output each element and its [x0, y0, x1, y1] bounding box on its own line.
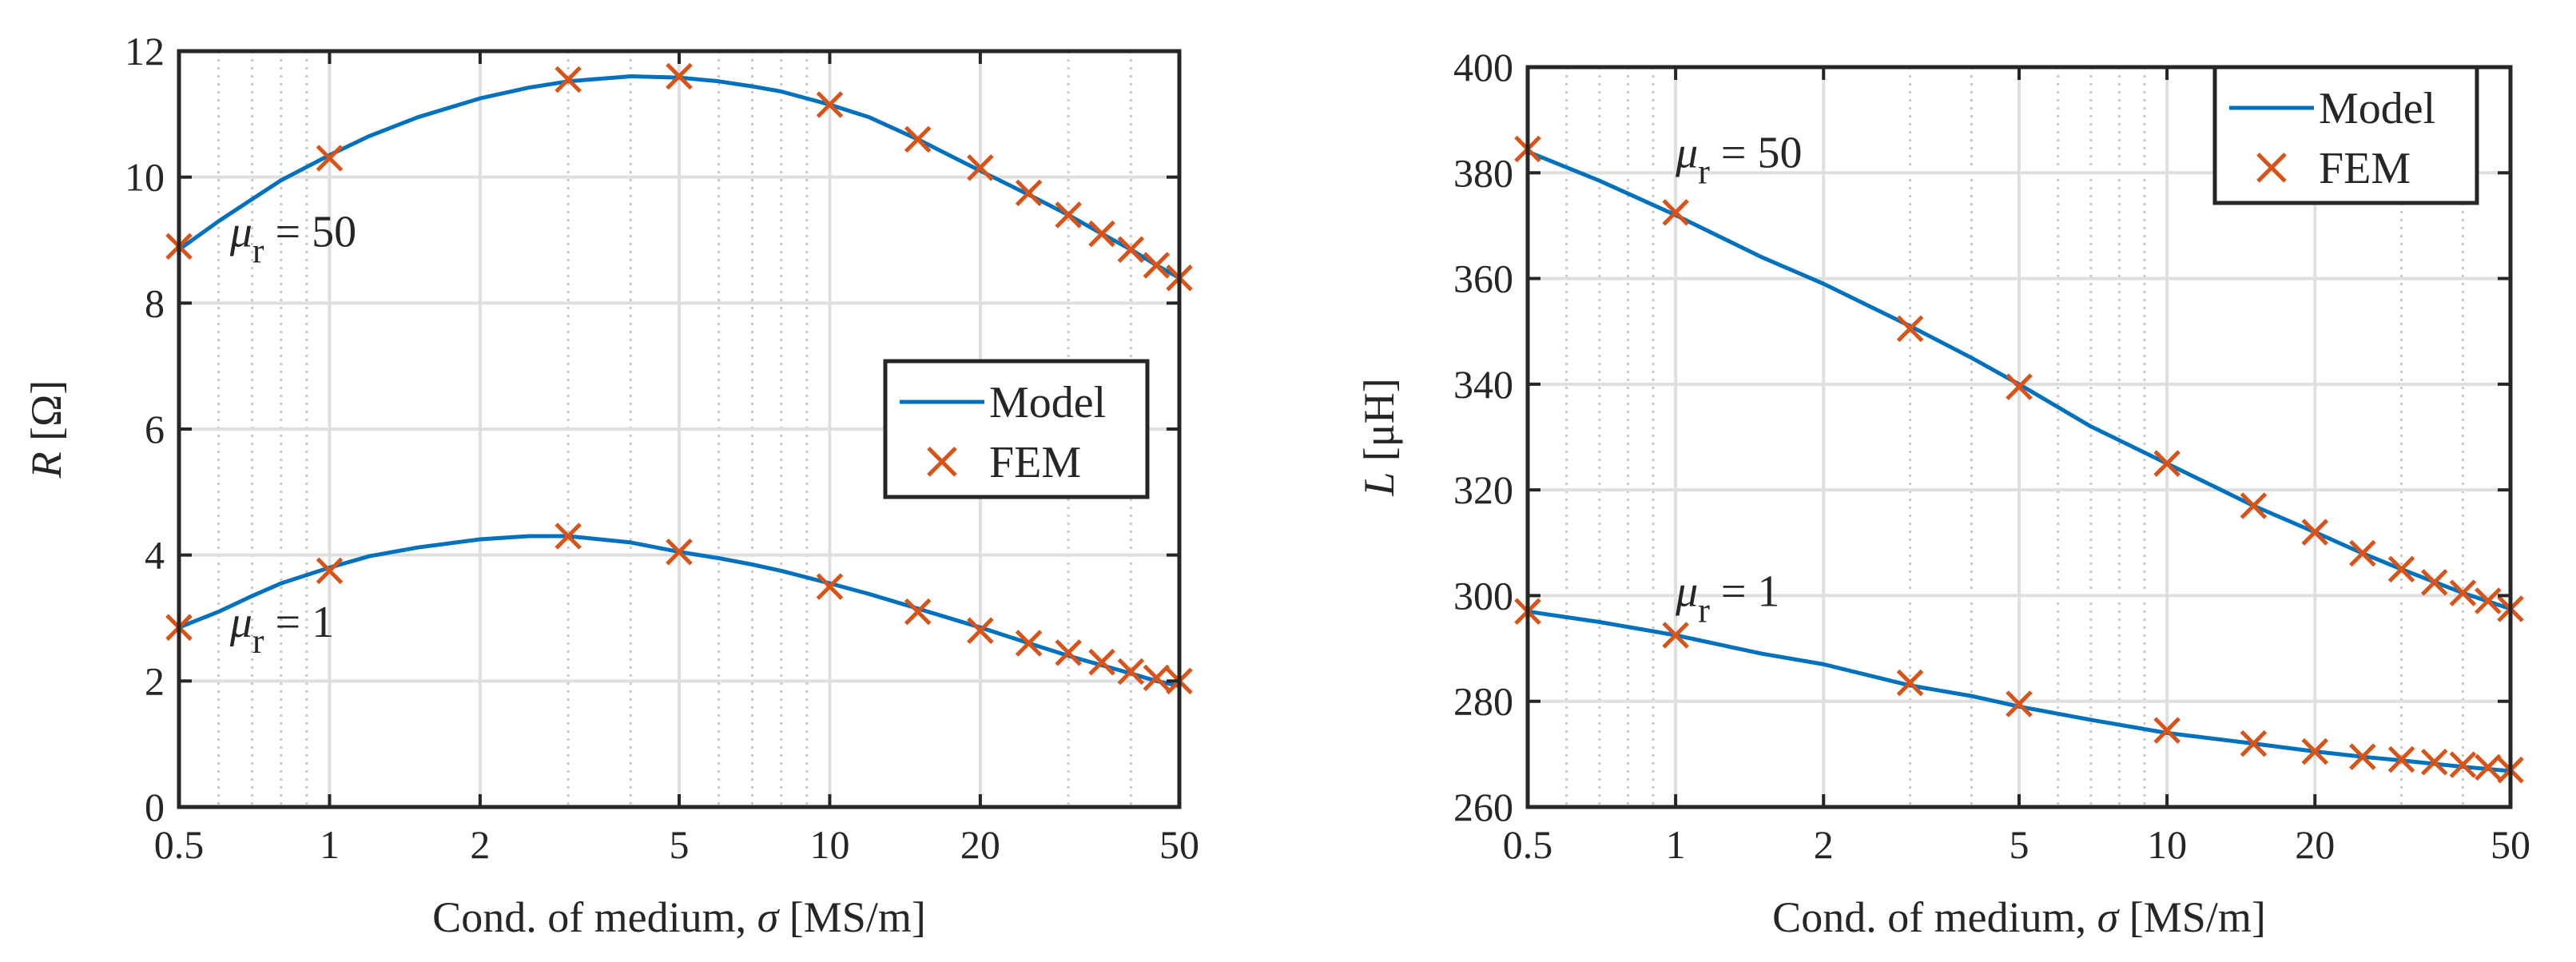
fem-marker-mu-50 — [2420, 569, 2448, 596]
x-tick-label: 2 — [1814, 822, 1834, 867]
x-tick-label: 20 — [960, 822, 1000, 867]
legend: Model FEM — [883, 359, 1150, 499]
fem-marker-mu-50 — [2153, 450, 2180, 477]
y-tick-label: 320 — [1453, 467, 1513, 512]
x-tick-label: 2 — [470, 822, 490, 867]
legend-model-label: Model — [989, 378, 1106, 427]
fem-marker-mu-50 — [1117, 236, 1145, 264]
fem-marker-mu-1 — [2006, 690, 2033, 718]
x-tick-label: 20 — [2295, 822, 2335, 867]
legend-fem-swatch — [2256, 153, 2287, 183]
fem-marker-mu-50 — [666, 62, 693, 90]
y-tick-label: 400 — [1453, 45, 1513, 89]
y-tick-label: 6 — [145, 407, 165, 451]
x-tick-label: 5 — [2010, 822, 2029, 867]
fem-marker-mu-1 — [1896, 669, 1924, 697]
fem-marker-mu-50 — [1662, 199, 1689, 226]
legend-fem-label: FEM — [2319, 144, 2411, 193]
fem-marker-mu-1 — [2449, 751, 2477, 778]
annotation-mu-r: μr = 1 — [229, 598, 334, 661]
fem-marker-mu-50 — [1896, 315, 1924, 343]
x-axis-label: Cond. of medium, σ [MS/m] — [432, 893, 926, 941]
y-tick-label: 12 — [125, 29, 165, 74]
fem-marker-mu-1 — [904, 598, 932, 626]
y-tick-label: 360 — [1453, 256, 1513, 301]
fem-marker-mu-50 — [1055, 201, 1082, 229]
fem-marker-mu-50 — [1143, 252, 1171, 279]
fem-marker-mu-1 — [555, 523, 582, 550]
legend-model-label: Model — [2319, 84, 2435, 133]
model-line-mu-1 — [178, 534, 1180, 689]
fem-marker-mu-1 — [967, 617, 994, 645]
fem-marker-mu-1 — [666, 538, 693, 566]
fem-marker-mu-1 — [2240, 729, 2268, 757]
x-tick-label: 10 — [2147, 822, 2187, 867]
fem-marker-mu-50 — [1088, 220, 1115, 248]
x-axis-label: Cond. of medium, σ [MS/m] — [1772, 893, 2266, 941]
fem-marker-mu-1 — [2420, 749, 2448, 776]
y-axis-label: R [Ω] — [22, 380, 70, 479]
fem-marker-mu-50 — [316, 145, 344, 172]
annotation-mu-r: μr = 50 — [1675, 129, 1802, 192]
legend: Model FEM — [2212, 65, 2479, 205]
fem-marker-mu-50 — [1015, 179, 1043, 207]
x-tick-label: 1 — [1666, 822, 1686, 867]
model-line-mu-1 — [1527, 609, 2511, 773]
fem-marker-mu-50 — [2006, 373, 2033, 400]
fem-marker-mu-1 — [1088, 648, 1115, 676]
model-line-mu-50 — [1527, 149, 2511, 611]
fem-marker-mu-1 — [1055, 639, 1082, 666]
fem-marker-mu-50 — [555, 66, 582, 93]
fem-marker-mu-50 — [816, 91, 844, 118]
y-tick-label: 4 — [145, 533, 165, 578]
fem-marker-mu-1 — [316, 557, 344, 585]
fem-marker-mu-50 — [2475, 587, 2502, 614]
y-tick-label: 300 — [1453, 573, 1513, 618]
annotation-mu-r: μr = 1 — [1675, 567, 1779, 630]
fem-marker-mu-50 — [2349, 539, 2376, 567]
y-tick-label: 260 — [1453, 785, 1513, 829]
fem-marker-mu-50 — [967, 154, 994, 181]
fem-marker-mu-1 — [1143, 664, 1171, 692]
y-tick-label: 2 — [145, 658, 165, 703]
x-tick-label: 10 — [809, 822, 849, 867]
y-tick-label: 8 — [145, 280, 165, 325]
fem-marker-mu-50 — [2449, 579, 2477, 606]
annotation-mu-r: μr = 50 — [229, 207, 356, 270]
x-tick-label: 5 — [670, 822, 690, 867]
x-tick-label: 1 — [320, 822, 340, 867]
y-tick-label: 0 — [145, 785, 165, 829]
legend-fem-label: FEM — [989, 438, 1081, 487]
fem-marker-mu-50 — [2240, 492, 2268, 519]
y-tick-label: 380 — [1453, 150, 1513, 195]
y-tick-label: 10 — [125, 155, 165, 200]
fem-marker-mu-1 — [2349, 743, 2376, 770]
x-tick-label: 0.5 — [1503, 822, 1553, 867]
fem-marker-mu-1 — [2153, 717, 2180, 744]
fem-marker-mu-50 — [904, 125, 932, 153]
fem-marker-mu-50 — [2301, 519, 2329, 546]
x-tick-label: 50 — [1159, 822, 1199, 867]
y-tick-label: 280 — [1453, 679, 1513, 724]
fem-marker-mu-1 — [1015, 630, 1043, 657]
fem-marker-mu-1 — [2301, 737, 2329, 765]
fem-marker-mu-1 — [816, 573, 844, 600]
fem-marker-mu-1 — [2387, 745, 2415, 773]
fem-marker-mu-50 — [2387, 555, 2415, 583]
y-tick-label: 340 — [1453, 362, 1513, 407]
right-chart-inductance: 0.5 1 2 5 10 20 50 260 280 300 320 340 360 380 400 Cond… — [1355, 45, 2530, 941]
fem-marker-mu-1 — [1117, 658, 1145, 686]
legend-fem-swatch — [927, 447, 957, 477]
fem-marker-mu-1 — [2475, 753, 2502, 781]
x-tick-label: 50 — [2491, 822, 2530, 867]
y-axis-label: L [μH] — [1355, 378, 1403, 496]
fem-marker-mu-1 — [1662, 622, 1689, 649]
x-tick-label: 0.5 — [154, 822, 205, 867]
